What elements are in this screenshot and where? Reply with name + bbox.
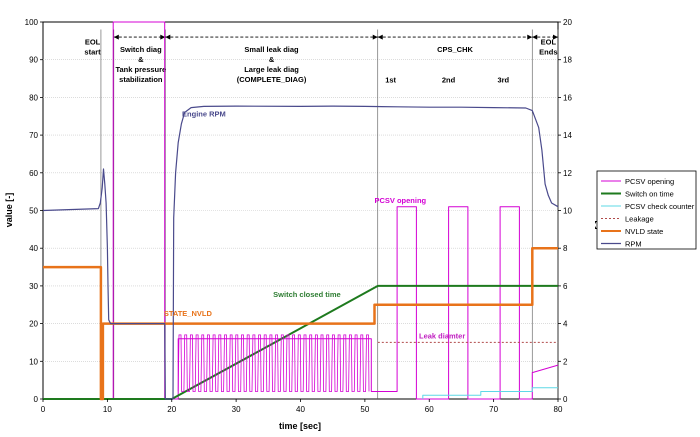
phase-arrow-eol-ends-head-left: [532, 34, 538, 40]
y2-tick-label: 16: [563, 93, 572, 102]
phase-label-line: Small leak diag: [244, 45, 299, 54]
legend-box: [596, 170, 697, 250]
phase-label-leak-diag: Small leak diag & Large leak diag (COMPLETE…: [237, 45, 307, 84]
annotation-pcsv-opening: PCSV opening: [374, 196, 426, 205]
phase-arrow-cps-chk-head-right: [527, 34, 533, 40]
phase-label-line: (COMPLETE_DIAG): [237, 75, 307, 84]
y-tick-label: 30: [29, 282, 38, 291]
phase-label-cps-1st: 1st: [385, 75, 396, 84]
x-tick-label: 80: [554, 405, 563, 414]
phase-label-line: 2nd: [442, 75, 456, 84]
phase-arrow-cps-chk-head-left: [377, 34, 383, 40]
phase-label-eol-start: EOL start: [84, 38, 101, 57]
phase-arrow-leak-diag-head-left: [165, 34, 171, 40]
x-axis-title: time [sec]: [279, 421, 321, 431]
legend-label: PCSV check counter: [625, 202, 695, 211]
phase-label-line: EOL: [541, 38, 557, 47]
legend-label: Switch on time: [625, 190, 674, 199]
phase-arrow-switch-diag-head-right: [160, 34, 166, 40]
annotation-engine-rpm: Engine RPM: [182, 109, 226, 118]
phase-label-line: stabilization: [119, 75, 163, 84]
legend-label: RPM: [625, 240, 642, 249]
y2-tick-label: 2: [563, 357, 568, 366]
y-tick-label: 70: [29, 131, 38, 140]
phase-arrow-leak-diag-head-right: [372, 34, 378, 40]
y2-tick-label: 10: [563, 207, 572, 216]
phase-label-cps-3rd: 3rd: [497, 75, 509, 84]
x-tick-label: 70: [489, 405, 498, 414]
phase-label-cps-2nd: 2nd: [442, 75, 456, 84]
y-tick-label: 40: [29, 244, 38, 253]
phase-label-switch-diag: Switch diag & Tank pressure stabilization: [115, 45, 166, 84]
x-tick-label: 30: [232, 405, 241, 414]
x-tick-label: 20: [167, 405, 176, 414]
y-axis-title: value [-]: [4, 193, 14, 228]
y2-tick-label: 8: [563, 244, 568, 253]
y-tick-label: 90: [29, 56, 38, 65]
y-tick-label: 10: [29, 357, 38, 366]
phase-label-cps-chk: CPS_CHK: [437, 45, 473, 54]
series-nvld-state: [43, 246, 558, 401]
y2-tick-label: 0: [563, 395, 568, 404]
series-pcsv-check-counter: [422, 387, 558, 399]
annotation-switch-closed-time: Switch closed time: [273, 290, 341, 299]
phase-label-line: 1st: [385, 75, 396, 84]
y2-tick-label: 14: [563, 131, 572, 140]
x-tick-label: 50: [360, 405, 369, 414]
phase-label-line: 3rd: [497, 75, 509, 84]
phase-label-line: Ends: [539, 48, 557, 57]
y2-tick-label: 20: [563, 18, 572, 27]
y2-tick-label: 6: [563, 282, 568, 291]
y2-tick-label: 18: [563, 56, 572, 65]
phase-label-line: &: [138, 55, 144, 64]
phase-label-line: Large leak diag: [244, 65, 299, 74]
phase-arrow-switch-diag-head-left: [113, 34, 119, 40]
x-tick-label: 40: [296, 405, 305, 414]
y-tick-label: 60: [29, 169, 38, 178]
x-tick-label: 0: [41, 405, 46, 414]
y2-tick-label: 4: [563, 320, 568, 329]
series-pcsv-opening-oscillation: [177, 334, 370, 392]
phase-arrow-eol-ends-head-right: [553, 34, 558, 40]
series-rpm: [42, 105, 559, 400]
phase-label-line: CPS_CHK: [437, 45, 473, 54]
y2-tick-label: 12: [563, 169, 572, 178]
phase-label-eol-ends: EOL Ends: [539, 38, 557, 57]
y-tick-label: 50: [29, 207, 38, 216]
legend-label: NVLD state: [625, 227, 663, 236]
annotation-state-nvld: STATE_NVLD: [164, 309, 213, 318]
phase-label-line: start: [84, 48, 101, 57]
y-tick-label: 0: [34, 395, 39, 404]
x-tick-label: 10: [103, 405, 112, 414]
legend-label: Leakage: [625, 215, 654, 224]
phase-label-line: Tank pressure: [115, 65, 166, 74]
y-tick-label: 100: [25, 18, 39, 27]
annotation-leak-diameter: Leak diamter: [419, 332, 465, 341]
y-tick-label: 80: [29, 93, 38, 102]
legend-label: PCSV opening: [625, 177, 674, 186]
phase-label-line: EOL: [85, 38, 101, 47]
phase-label-line: Switch diag: [120, 45, 162, 54]
legend: PCSV opening Switch on time PCSV check cou…: [596, 170, 697, 250]
y-tick-label: 20: [29, 320, 38, 329]
x-tick-label: 60: [425, 405, 434, 414]
phase-label-line: &: [269, 55, 275, 64]
